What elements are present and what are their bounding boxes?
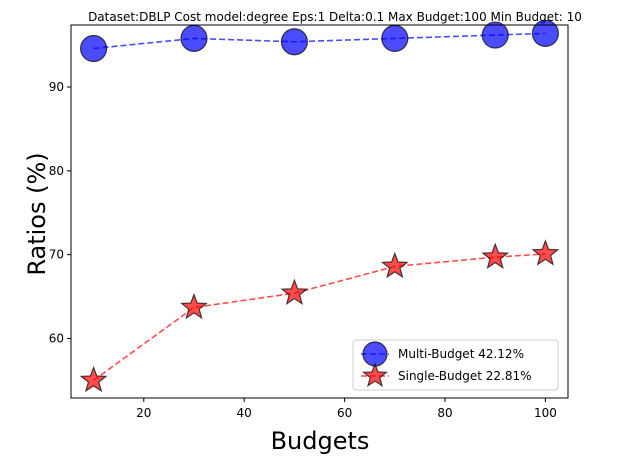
y-tick-label: 60: [49, 331, 64, 345]
y-tick-label: 80: [49, 164, 64, 178]
data-point: [79, 34, 108, 63]
chart-title: Dataset:DBLP Cost model:degree Eps:1 Del…: [88, 10, 582, 24]
plot-frame: [70, 24, 569, 399]
data-point: [531, 239, 560, 266]
data-point: [481, 242, 510, 270]
data-point: [531, 19, 560, 47]
x-tick-label: 60: [337, 406, 352, 420]
data-point: [280, 278, 309, 306]
legend-item: Single-Budget 22.81%: [361, 362, 532, 388]
x-tick-label: 20: [136, 406, 151, 420]
x-tick-label: 80: [437, 406, 452, 420]
legend: Multi-Budget 42.12% Single-Budget 22.81%: [352, 339, 559, 391]
y-axis-label: Ratios (%): [23, 152, 51, 275]
axis-ticks: 20 40 60 80 100 60 70 80 90: [49, 80, 557, 420]
y-tick-label: 90: [49, 80, 64, 94]
legend-marker: [361, 362, 389, 388]
data-point: [79, 365, 108, 393]
data-point: [381, 24, 409, 53]
x-tick-label: 100: [534, 406, 557, 420]
plot-area: [79, 19, 560, 393]
legend-label: Multi-Budget 42.12%: [398, 347, 524, 361]
y-tick-label: 70: [49, 248, 64, 262]
series-2: [79, 239, 560, 393]
series-line: [93, 32, 546, 50]
data-point: [179, 292, 208, 320]
x-axis-label: Budgets: [271, 427, 370, 455]
data-point: [481, 21, 509, 49]
legend-item: Multi-Budget 42.12%: [361, 341, 524, 367]
data-point: [280, 28, 308, 56]
data-point: [180, 24, 208, 53]
data-point: [380, 251, 409, 279]
x-tick-label: 40: [237, 406, 252, 420]
legend-box: [352, 339, 559, 391]
legend-label: Single-Budget 22.81%: [398, 369, 532, 383]
series-line: [93, 253, 546, 382]
series-1: [79, 19, 560, 63]
